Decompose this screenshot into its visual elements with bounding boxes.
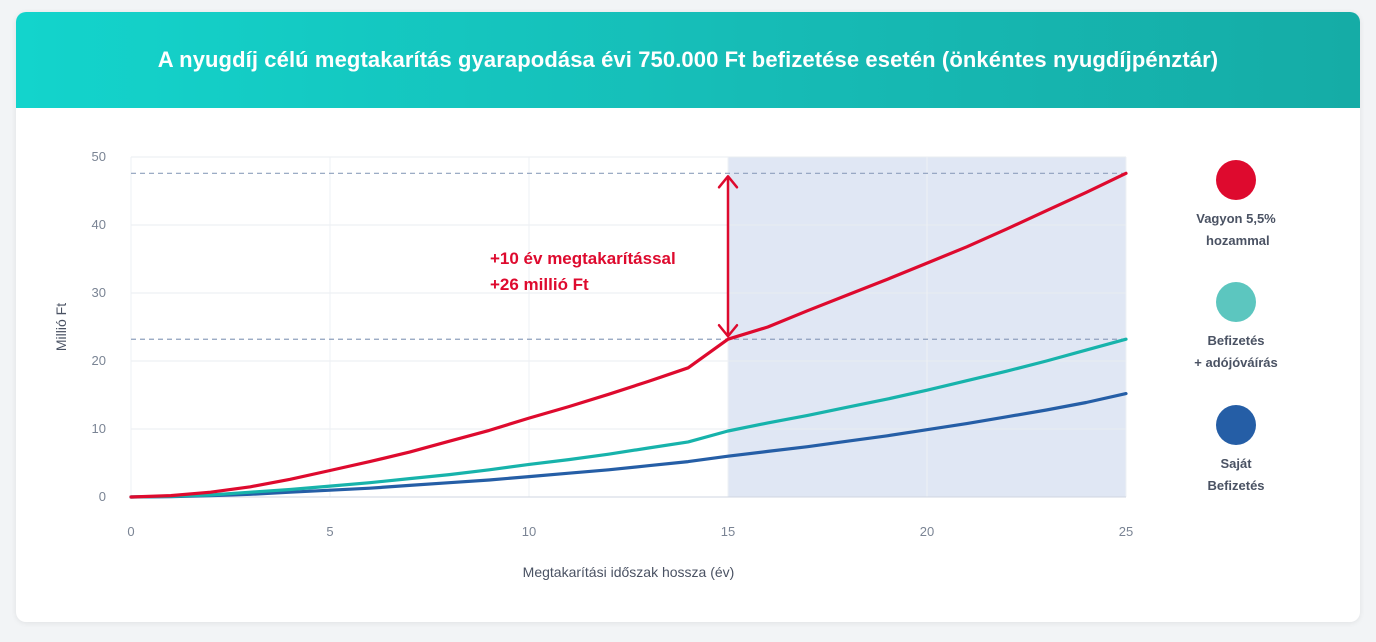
x-tick-label: 20 xyxy=(920,524,934,539)
y-tick-label: 30 xyxy=(92,285,106,300)
arrow-down-icon xyxy=(717,323,739,338)
line-chart: 0 10 20 30 40 50 0 5 10 15 20 25 Megtakarítási idősz… xyxy=(53,149,1133,580)
series-line xyxy=(129,337,1128,499)
x-tick-label: 5 xyxy=(326,524,333,539)
series-line xyxy=(129,392,1128,499)
teal-circle-icon xyxy=(1216,282,1256,322)
legend-label-contribution-tax-credit: Befizetés + adójóváírás xyxy=(1194,333,1278,370)
y-tick-label: 20 xyxy=(92,353,106,368)
y-tick-label: 50 xyxy=(92,149,106,164)
legend-item-wealth: Vagyon 5,5% hozammal xyxy=(1176,160,1296,252)
red-circle-icon xyxy=(1216,160,1256,200)
arrow-up-icon xyxy=(717,175,739,189)
x-tick-label: 10 xyxy=(522,524,536,539)
y-axis-label: Millió Ft xyxy=(53,303,69,351)
x-axis-label: Megtakarítási időszak hossza (év) xyxy=(523,564,735,580)
x-tick-label: 15 xyxy=(721,524,735,539)
legend-label-wealth: Vagyon 5,5% hozammal xyxy=(1196,211,1276,248)
chart-card: A nyugdíj célú megtakarítás gyarapodása … xyxy=(16,12,1360,622)
legend-label-own-contribution: Saját Befizetés xyxy=(1207,456,1265,493)
legend-item-own-contribution: Saját Befizetés xyxy=(1176,405,1296,497)
x-tick-label: 25 xyxy=(1119,524,1133,539)
series-line xyxy=(129,171,1128,499)
chart-annotation: +10 év megtakarítással +26 millió Ft xyxy=(490,246,676,298)
blue-circle-icon xyxy=(1216,405,1256,445)
x-tick-label: 0 xyxy=(127,524,134,539)
annotation-line-1: +10 év megtakarítással xyxy=(490,249,676,268)
y-tick-label: 10 xyxy=(92,421,106,436)
chart-title: A nyugdíj célú megtakarítás gyarapodása … xyxy=(157,47,1219,72)
y-tick-label: 0 xyxy=(99,489,106,504)
y-tick-label: 40 xyxy=(92,217,106,232)
chart-header: A nyugdíj célú megtakarítás gyarapodása … xyxy=(16,12,1360,108)
legend-item-contribution-tax-credit: Befizetés + adójóváírás xyxy=(1176,282,1296,374)
annotation-line-2: +26 millió Ft xyxy=(490,275,589,294)
